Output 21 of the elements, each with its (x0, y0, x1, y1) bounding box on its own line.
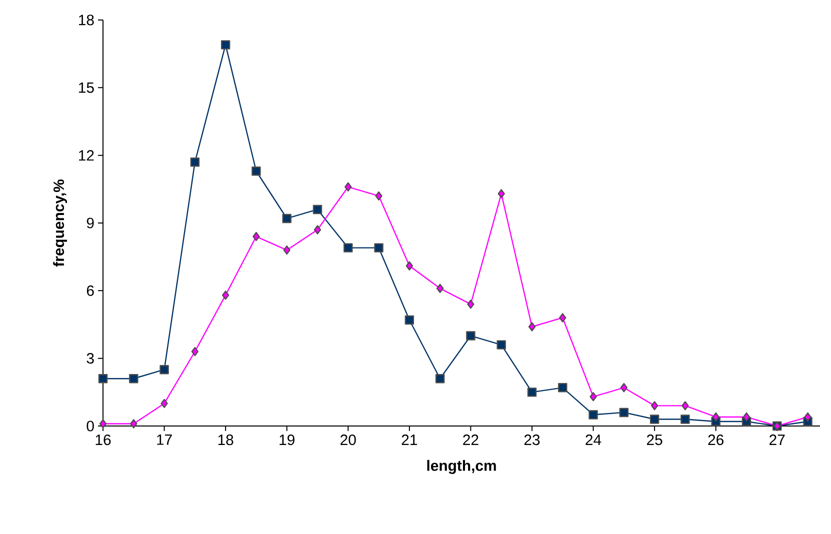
x-tick-label: 27 (770, 434, 785, 445)
x-tick-label: 19 (280, 434, 294, 446)
x-tick-label: 24 (586, 434, 602, 445)
x-tick-label: 26 (708, 434, 724, 446)
y-tick-label: 18 (79, 14, 94, 26)
x-tick-label: 22 (463, 434, 478, 445)
y-tick-label: 0 (86, 420, 94, 432)
x-tick-label: 18 (218, 434, 234, 446)
y-tick-label: 9 (86, 218, 94, 228)
y-axis-title: frequency,% (53, 180, 68, 267)
y-tick-label: 15 (79, 82, 94, 93)
x-tick-label: 20 (340, 434, 356, 446)
x-tick-label: 17 (157, 434, 172, 445)
x-axis-title: length,cm (427, 460, 496, 474)
y-tick-label: 12 (79, 150, 94, 161)
y-tick-label: 3 (86, 353, 94, 364)
y-tick-label: 6 (86, 285, 94, 296)
x-tick-label: 23 (524, 434, 540, 446)
x-tick-label: 16 (96, 434, 111, 446)
x-tick-label: 21 (402, 434, 417, 445)
x-tick-label: 25 (646, 434, 662, 446)
